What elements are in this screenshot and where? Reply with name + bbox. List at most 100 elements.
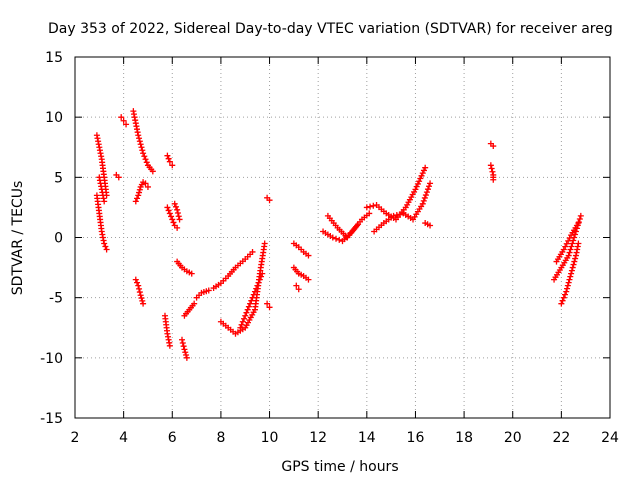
data-point <box>149 168 156 175</box>
data-point <box>305 252 312 259</box>
data-point <box>393 212 400 219</box>
data-point <box>135 282 142 289</box>
data-point <box>427 180 434 187</box>
data-point <box>571 258 578 265</box>
data-point <box>249 294 256 301</box>
data-point <box>422 192 429 199</box>
data-point <box>562 291 569 298</box>
data-point <box>139 147 146 154</box>
data-point <box>256 276 263 283</box>
data-point <box>489 168 496 175</box>
data-point <box>138 295 145 302</box>
data-point <box>136 135 143 142</box>
data-point <box>171 200 178 207</box>
data-point <box>575 240 582 247</box>
data-point <box>243 309 250 316</box>
data-point <box>174 210 181 217</box>
data-point <box>168 213 175 220</box>
data-point <box>569 240 576 247</box>
data-point <box>138 144 145 151</box>
data-point <box>136 186 143 193</box>
y-tick-label: 10 <box>45 110 63 126</box>
data-point <box>420 167 427 174</box>
data-point <box>188 270 195 277</box>
data-point <box>254 282 261 289</box>
data-point <box>245 303 252 310</box>
data-point <box>568 267 575 274</box>
data-point <box>182 349 189 356</box>
data-point <box>132 198 139 205</box>
data-point <box>490 176 497 183</box>
data-point <box>266 304 273 311</box>
data-point <box>427 222 434 229</box>
data-point <box>565 279 572 286</box>
data-point <box>336 236 343 243</box>
x-tick-label: 20 <box>504 430 522 446</box>
data-point <box>164 152 171 159</box>
data-point <box>487 162 494 169</box>
data-point <box>249 248 256 255</box>
data-point <box>488 165 495 172</box>
grid <box>75 57 610 418</box>
data-point <box>166 342 173 349</box>
data-point <box>293 282 300 289</box>
data-point <box>170 219 177 226</box>
x-tick-label: 8 <box>216 430 225 446</box>
data-point <box>165 155 172 162</box>
data-point <box>142 180 149 187</box>
data-point <box>564 282 571 289</box>
data-point <box>103 246 110 253</box>
data-point <box>412 186 419 193</box>
data-point <box>179 339 186 346</box>
data-point <box>136 189 143 196</box>
data-point <box>264 300 271 307</box>
data-point <box>261 240 268 247</box>
data-point <box>239 318 246 325</box>
data-point <box>120 117 127 124</box>
data-point <box>248 297 255 304</box>
data-point <box>423 189 430 196</box>
data-point <box>101 240 108 247</box>
data-point <box>137 141 144 148</box>
data-point <box>183 354 190 361</box>
x-tick-label: 2 <box>71 430 80 446</box>
data-point <box>413 183 420 190</box>
data-point <box>572 255 579 262</box>
data-point <box>397 211 404 218</box>
data-point <box>134 279 141 286</box>
data-point <box>370 202 377 209</box>
data-point <box>259 270 266 277</box>
data-point <box>416 178 423 185</box>
chart-title: Day 353 of 2022, Sidereal Day-to-day VTE… <box>48 21 613 37</box>
y-tick-label: -5 <box>49 291 63 307</box>
data-point <box>295 286 302 293</box>
data-point <box>266 197 273 204</box>
data-point <box>176 216 183 223</box>
data-point <box>563 288 570 295</box>
data-point <box>142 156 149 163</box>
data-point <box>102 243 109 250</box>
data-point <box>426 183 433 190</box>
data-point <box>421 194 428 201</box>
data-point <box>134 195 141 202</box>
data-point <box>115 174 122 181</box>
data-point <box>566 249 573 256</box>
data-point <box>242 312 249 319</box>
x-tick-label: 14 <box>358 430 376 446</box>
data-point <box>333 235 340 242</box>
data-point <box>191 300 198 307</box>
data-point <box>137 292 144 299</box>
data-point <box>420 197 427 204</box>
data-point <box>172 203 179 210</box>
y-axis-label: SDTVAR / TECUs <box>10 181 26 296</box>
data-point <box>180 343 187 350</box>
data-point <box>132 276 139 283</box>
data-point <box>174 224 181 231</box>
data-point <box>241 315 248 322</box>
data-point <box>139 297 146 304</box>
data-point <box>174 206 181 213</box>
x-tick-label: 10 <box>261 430 279 446</box>
data-point <box>570 237 577 244</box>
data-point <box>165 207 172 214</box>
data-point <box>169 216 176 223</box>
